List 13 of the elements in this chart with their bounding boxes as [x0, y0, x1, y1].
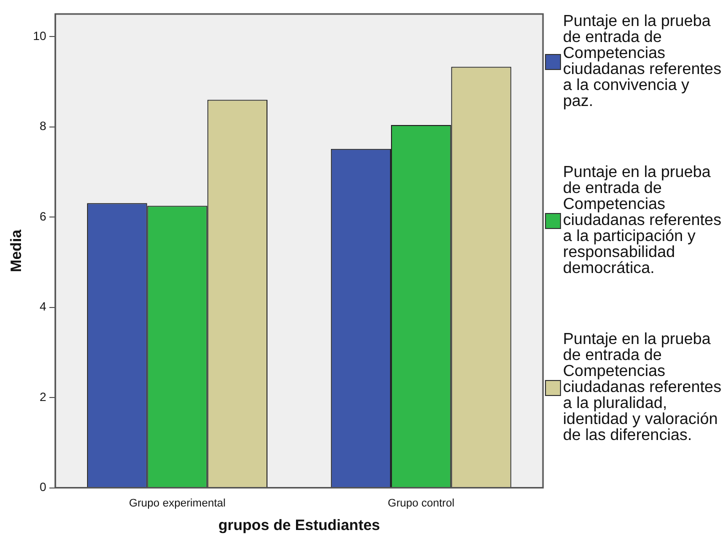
y-tick-label: 10	[32, 28, 47, 43]
y-tick-label: 8	[40, 119, 47, 134]
y-tick-label: 2	[40, 390, 47, 404]
legend-label: Puntaje en la prueba de entrada de Competencias ciudadanas referentes a la pluralidad, identidad y valoración de las diferencias.	[563, 331, 722, 444]
y-tick-label: 6	[40, 209, 47, 224]
y-tick-label: 4	[40, 300, 47, 314]
legend-label: Puntaje en la prueba de entrada de Competencias ciudadanas referentes a la participación y responsabilidad democrática.	[563, 164, 722, 277]
y-tick-label: 0	[40, 480, 47, 494]
y-axis-title: Media	[8, 228, 26, 272]
legend-label: Puntaje en la prueba de entrada de Competencias ciudadanas referentes a la convivencia y paz.	[563, 13, 722, 110]
x-axis-title: grupos de Estudiantes	[218, 517, 380, 534]
x-tick-label: Grupo control	[388, 497, 454, 510]
x-tick-label: Grupo experimental	[128, 497, 226, 510]
